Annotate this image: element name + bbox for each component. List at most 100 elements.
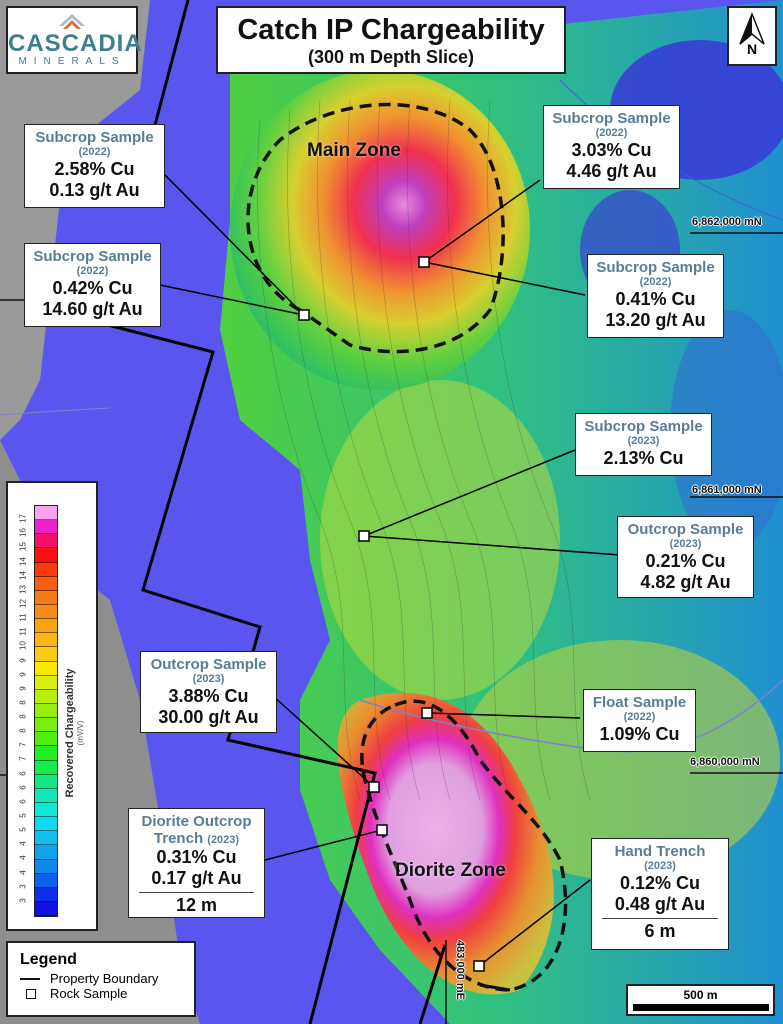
sample-callout[interactable]: Diorite Outcrop Trench (2023) 0.31% Cu 0…	[128, 808, 265, 918]
colorbar-tick-label: 3	[18, 898, 28, 903]
colorbar-tick-label: 15	[18, 542, 28, 552]
zone-label-diorite: Diorite Zone	[395, 860, 506, 881]
colorbar-segment	[35, 831, 57, 846]
colorbar-tick-label: 8	[18, 700, 28, 705]
divider	[602, 918, 718, 919]
colorbar-tick-label: 5	[18, 827, 28, 832]
colorbar-tick-label: 13	[18, 584, 28, 594]
sample-cu: 0.12% Cu	[619, 873, 701, 893]
colorbar-segment	[35, 788, 57, 803]
north-arrow: N	[727, 6, 777, 66]
north-arrow-icon	[739, 12, 765, 45]
sample-cu: 3.88% Cu	[168, 686, 249, 706]
sample-au: 13.20 g/t Au	[605, 310, 706, 330]
sample-type: Float Sample	[592, 694, 687, 711]
sample-callout[interactable]: Float Sample (2022) 1.09% Cu	[583, 689, 696, 752]
colorbar-segment	[35, 802, 57, 818]
colorbar-segment	[35, 689, 57, 704]
colorbar-segment	[35, 760, 57, 775]
colorbar-segment	[35, 845, 57, 860]
sample-callout[interactable]: Outcrop Sample (2023) 0.21% Cu 4.82 g/t …	[617, 516, 754, 598]
sample-callout[interactable]: Subcrop Sample (2022) 0.42% Cu 14.60 g/t…	[24, 243, 161, 327]
trench-length: 12 m	[175, 895, 218, 915]
sample-au: 4.82 g/t Au	[640, 572, 731, 592]
sample-type: Subcrop Sample	[596, 259, 715, 276]
colorbar-tick-label: 17	[18, 514, 28, 524]
northing-label: 6,862,000 mN	[692, 216, 762, 228]
legend-item-rock-sample: Rock Sample	[20, 986, 194, 1001]
colorbar-tick-label: 7	[18, 756, 28, 762]
sample-callout[interactable]: Subcrop Sample (2022) 3.03% Cu 4.46 g/t …	[543, 105, 680, 189]
sample-cu: 3.03% Cu	[571, 140, 652, 160]
title-sub: (300 m Depth Slice)	[307, 47, 475, 67]
colorbar-segment	[35, 576, 57, 591]
colorbar-tick-label: 9	[18, 686, 28, 691]
colorbar-segment	[35, 633, 57, 648]
colorbar-legend: 17 16 15 14 14 13 12 11 11 10 9 9 9 8 8 8 7 7 6 6 6 5 5 4 4 4 3 3 R…	[6, 481, 98, 931]
legend-title: Legend	[20, 951, 77, 968]
sample-cu: 2.58% Cu	[54, 159, 135, 179]
north-label: N	[746, 41, 758, 57]
colorbar-tick-label: 5	[18, 813, 28, 818]
logo-subtitle: MINERALS	[18, 56, 126, 67]
sample-au: 0.17 g/t Au	[151, 868, 242, 888]
colorbar-segment	[35, 873, 57, 888]
colorbar-tick-label: 4	[18, 869, 28, 875]
colorbar-segment	[35, 534, 57, 549]
colorbar-tick-label: 6	[18, 799, 28, 804]
sample-year: (2023)	[644, 860, 676, 872]
sample-type-line1: Diorite Outcrop	[141, 813, 252, 830]
sample-au: 0.48 g/t Au	[614, 894, 706, 914]
colorbar-segment	[35, 859, 57, 874]
colorbar-segment	[35, 520, 57, 535]
sample-year: (2023)	[669, 538, 702, 550]
title-main: Catch IP Chargeability	[237, 14, 545, 46]
sample-callout[interactable]: Subcrop Sample (2022) 2.58% Cu 0.13 g/t …	[24, 124, 165, 208]
map-title: Catch IP Chargeability (300 m Depth Slic…	[216, 6, 566, 74]
divider	[139, 892, 254, 893]
colorbar-tick-label: 16	[18, 528, 28, 538]
sample-cu: 0.31% Cu	[156, 847, 237, 867]
sample-callout[interactable]: Subcrop Sample (2022) 0.41% Cu 13.20 g/t…	[587, 254, 724, 338]
sample-type: Subcrop Sample	[584, 418, 703, 435]
colorbar-tick-label: 9	[18, 657, 28, 663]
colorbar-segment	[35, 732, 57, 747]
sample-callout[interactable]: Outcrop Sample (2023) 3.88% Cu 30.00 g/t…	[140, 651, 277, 733]
sample-type: Subcrop Sample	[33, 248, 152, 265]
easting-label: 483,000 mE	[454, 940, 466, 1000]
scale-label: 500 m	[683, 988, 718, 1002]
colorbar-tick-label: 10	[18, 641, 28, 651]
sample-type: Subcrop Sample	[552, 110, 671, 127]
legend-item-boundary: Property Boundary	[20, 971, 194, 986]
scale-bar-graphic	[632, 1004, 769, 1011]
sample-type: Diorite Outcrop Trench (2023)	[129, 813, 264, 847]
colorbar-segment	[35, 661, 57, 676]
sample-callout[interactable]: Subcrop Sample (2023) 2.13% Cu	[575, 413, 712, 476]
sample-year: (2022)	[76, 265, 109, 277]
northing-label: 6,860,000 mN	[690, 756, 760, 768]
sample-callout[interactable]: Hand Trench (2023) 0.12% Cu 0.48 g/t Au …	[591, 838, 729, 950]
colorbar-tick-label: 14	[18, 556, 28, 566]
colorbar-units: (mV/V)	[76, 720, 85, 746]
company-logo: CASCADIA MINERALS	[6, 6, 143, 74]
sample-type-line2: Trench	[153, 830, 204, 847]
colorbar-segment	[35, 604, 57, 620]
colorbar-segment	[35, 675, 57, 690]
scale-bar: 500 m	[626, 984, 775, 1016]
colorbar-segment	[35, 647, 57, 662]
colorbar-tick-label: 8	[18, 728, 28, 733]
colorbar-segment	[35, 562, 57, 577]
colorbar-tick-label: 11	[18, 627, 28, 636]
sample-cu: 0.42% Cu	[52, 278, 133, 298]
map-legend: Legend Property Boundary Rock Sample	[6, 941, 196, 1017]
colorbar-tick-label: 12	[18, 599, 28, 608]
sample-au: 14.60 g/t Au	[42, 299, 143, 319]
sample-cu: 1.09% Cu	[599, 724, 680, 744]
colorbar-segment	[35, 817, 57, 832]
colorbar-tick-label: 7	[18, 742, 28, 748]
logo-name: CASCADIA	[8, 30, 143, 57]
sample-year: (2023)	[192, 673, 225, 685]
sample-type: Subcrop Sample	[35, 129, 154, 146]
colorbar-tick-label: 4	[18, 841, 28, 847]
colorbar-segment	[35, 590, 57, 605]
